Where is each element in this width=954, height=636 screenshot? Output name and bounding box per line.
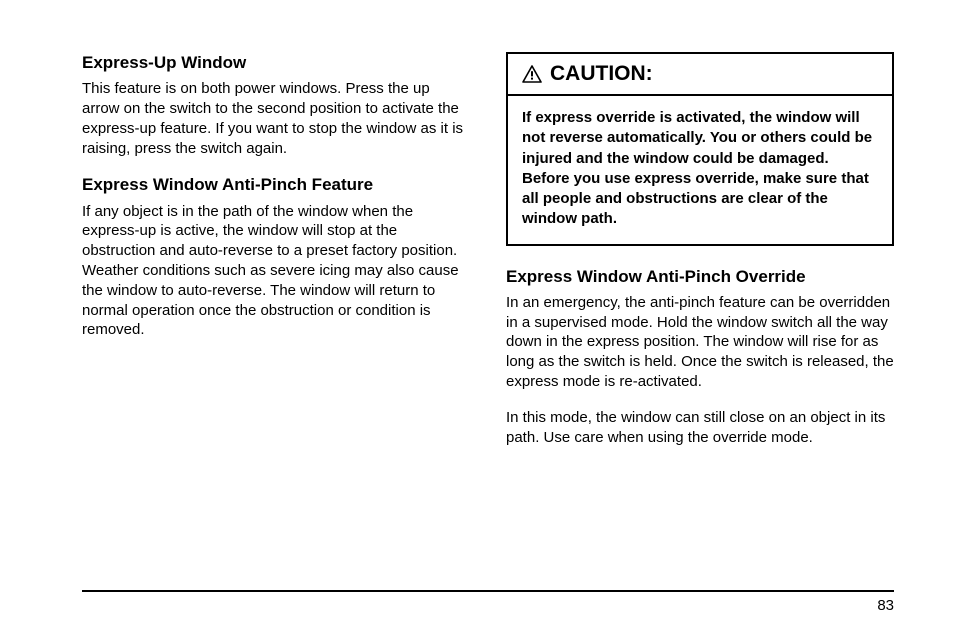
caution-header: CAUTION: bbox=[508, 54, 892, 96]
right-column: CAUTION: If express override is activate… bbox=[506, 52, 894, 463]
footer-rule bbox=[82, 590, 894, 592]
para-override-1: In an emergency, the anti-pinch feature … bbox=[506, 293, 894, 392]
page-number: 83 bbox=[877, 597, 894, 614]
caution-label: CAUTION: bbox=[550, 62, 653, 86]
para-override-2: In this mode, the window can still close… bbox=[506, 408, 894, 448]
caution-body-text: If express override is activated, the wi… bbox=[508, 96, 892, 244]
caution-box: CAUTION: If express override is activate… bbox=[506, 52, 894, 246]
heading-override: Express Window Anti-Pinch Override bbox=[506, 266, 894, 287]
left-column: Express-Up Window This feature is on bot… bbox=[82, 52, 470, 463]
warning-icon bbox=[522, 65, 542, 83]
content-columns: Express-Up Window This feature is on bot… bbox=[82, 52, 894, 463]
para-anti-pinch: If any object is in the path of the wind… bbox=[82, 202, 470, 341]
heading-express-up: Express-Up Window bbox=[82, 52, 470, 73]
para-express-up: This feature is on both power windows. P… bbox=[82, 79, 470, 158]
heading-anti-pinch: Express Window Anti-Pinch Feature bbox=[82, 174, 470, 195]
